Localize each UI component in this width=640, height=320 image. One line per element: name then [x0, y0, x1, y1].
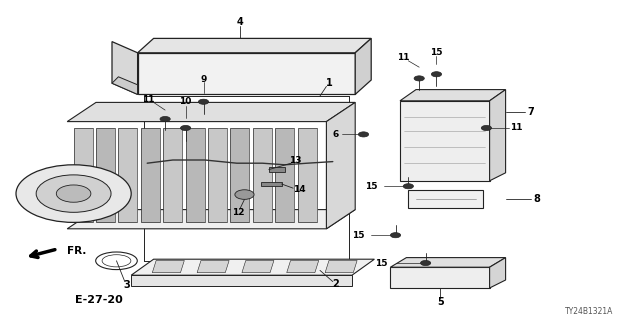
Polygon shape — [490, 90, 506, 181]
Polygon shape — [131, 275, 352, 286]
Text: 2: 2 — [333, 279, 339, 289]
Text: 8: 8 — [533, 194, 540, 204]
Circle shape — [358, 132, 369, 137]
Polygon shape — [275, 128, 294, 222]
Polygon shape — [152, 260, 184, 273]
Text: 15: 15 — [352, 231, 365, 240]
Circle shape — [414, 76, 424, 81]
Circle shape — [160, 116, 170, 122]
Circle shape — [16, 165, 131, 222]
Text: FR.: FR. — [67, 246, 86, 256]
Text: 15: 15 — [375, 259, 388, 268]
Text: 7: 7 — [528, 107, 534, 117]
Polygon shape — [186, 128, 205, 222]
Circle shape — [403, 184, 413, 189]
Circle shape — [56, 185, 91, 202]
Circle shape — [481, 125, 492, 131]
Polygon shape — [112, 77, 138, 94]
Polygon shape — [163, 128, 182, 222]
Polygon shape — [230, 128, 250, 222]
Circle shape — [198, 99, 209, 104]
Text: 15: 15 — [365, 182, 378, 191]
Circle shape — [180, 125, 191, 131]
Text: 14: 14 — [293, 185, 306, 194]
Polygon shape — [67, 210, 355, 229]
Text: 5: 5 — [437, 297, 444, 308]
Circle shape — [420, 260, 431, 266]
Circle shape — [431, 72, 442, 77]
Circle shape — [390, 233, 401, 238]
Polygon shape — [96, 128, 115, 222]
Circle shape — [235, 190, 254, 199]
Polygon shape — [326, 102, 355, 229]
Polygon shape — [67, 102, 355, 122]
Text: 1: 1 — [326, 78, 333, 88]
Text: 11: 11 — [142, 95, 155, 104]
Polygon shape — [325, 260, 357, 273]
Polygon shape — [131, 259, 374, 275]
Polygon shape — [355, 38, 371, 94]
Polygon shape — [287, 260, 319, 273]
Polygon shape — [400, 101, 490, 181]
Text: 10: 10 — [179, 97, 192, 106]
Text: 13: 13 — [289, 156, 302, 165]
Text: E-27-20: E-27-20 — [76, 295, 123, 305]
Polygon shape — [138, 38, 371, 53]
Text: 4: 4 — [237, 17, 243, 28]
Text: TY24B1321A: TY24B1321A — [564, 307, 613, 316]
Circle shape — [36, 175, 111, 212]
Polygon shape — [242, 260, 274, 273]
Polygon shape — [112, 42, 138, 94]
Polygon shape — [390, 267, 490, 288]
Polygon shape — [118, 128, 138, 222]
Polygon shape — [400, 90, 506, 101]
Polygon shape — [298, 128, 317, 222]
Polygon shape — [208, 128, 227, 222]
Text: 11: 11 — [509, 124, 522, 132]
Polygon shape — [253, 128, 272, 222]
Polygon shape — [269, 167, 285, 172]
Polygon shape — [138, 53, 355, 94]
Polygon shape — [408, 190, 483, 208]
Polygon shape — [490, 258, 506, 288]
Text: 12: 12 — [232, 208, 244, 217]
Polygon shape — [74, 128, 93, 222]
Polygon shape — [390, 258, 506, 267]
Text: 6: 6 — [333, 130, 339, 139]
Text: 3: 3 — [124, 280, 130, 291]
Polygon shape — [197, 260, 229, 273]
Polygon shape — [141, 128, 160, 222]
Text: 11: 11 — [397, 53, 410, 62]
Text: 15: 15 — [430, 48, 443, 57]
Text: 9: 9 — [200, 75, 207, 84]
Polygon shape — [261, 182, 282, 186]
